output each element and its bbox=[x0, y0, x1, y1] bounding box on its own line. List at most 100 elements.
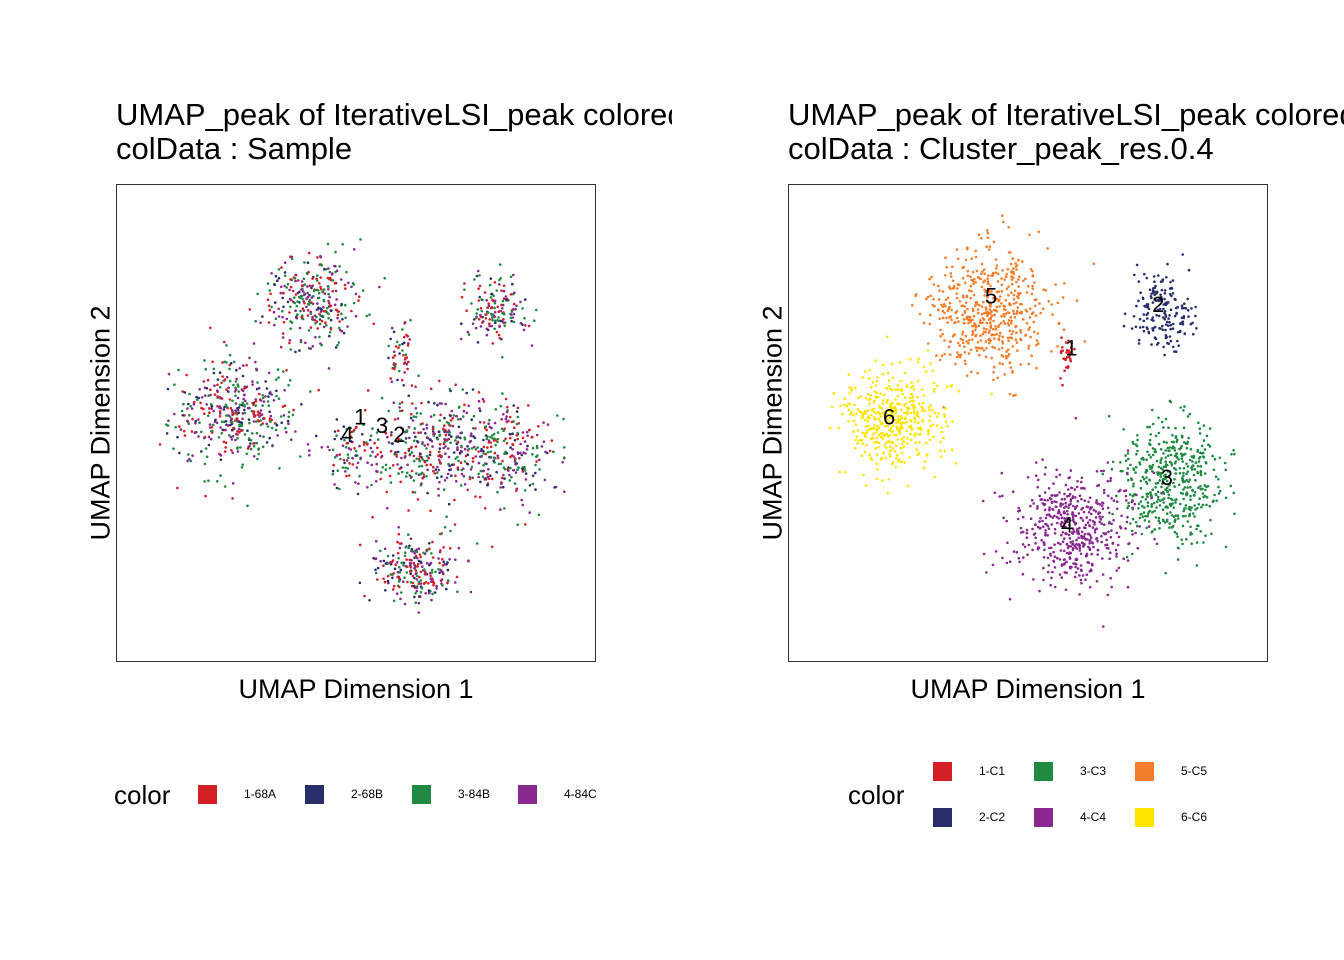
scatter-point bbox=[917, 451, 921, 455]
scatter-point bbox=[1168, 522, 1171, 525]
scatter-point bbox=[896, 428, 900, 432]
scatter-point bbox=[289, 438, 293, 441]
scatter-point bbox=[873, 441, 877, 444]
scatter-point bbox=[1096, 548, 1100, 552]
scatter-point bbox=[414, 554, 418, 558]
scatter-point bbox=[1164, 334, 1168, 337]
scatter-point bbox=[1068, 476, 1071, 479]
scatter-point bbox=[1041, 458, 1044, 461]
scatter-point bbox=[951, 287, 955, 290]
scatter-point bbox=[491, 342, 495, 345]
scatter-point bbox=[412, 459, 416, 463]
scatter-point bbox=[497, 462, 501, 466]
scatter-point bbox=[232, 360, 236, 364]
scatter-point bbox=[1167, 496, 1170, 500]
scatter-point bbox=[413, 552, 416, 555]
scatter-point bbox=[909, 386, 913, 389]
scatter-point bbox=[1053, 543, 1056, 546]
scatter-point bbox=[374, 480, 378, 483]
scatter-point bbox=[1182, 467, 1186, 470]
scatter-point bbox=[410, 384, 414, 387]
scatter-point bbox=[985, 321, 989, 325]
scatter-point bbox=[374, 539, 378, 543]
scatter-point bbox=[966, 274, 970, 278]
scatter-point bbox=[432, 583, 435, 587]
scatter-point bbox=[1039, 311, 1042, 315]
scatter-point bbox=[917, 357, 920, 361]
scatter-point bbox=[230, 438, 234, 441]
scatter-point bbox=[1162, 481, 1165, 484]
scatter-point bbox=[459, 436, 462, 440]
scatter-point bbox=[1052, 550, 1055, 554]
scatter-point bbox=[1015, 312, 1018, 315]
scatter-point bbox=[349, 440, 353, 443]
scatter-point bbox=[1001, 556, 1004, 560]
scatter-point bbox=[1093, 521, 1096, 524]
scatter-point bbox=[428, 542, 431, 545]
scatter-point bbox=[287, 410, 291, 414]
scatter-point bbox=[307, 329, 311, 332]
scatter-point bbox=[327, 316, 330, 320]
scatter-point bbox=[1055, 515, 1059, 519]
scatter-point bbox=[266, 425, 270, 428]
scatter-point bbox=[1156, 473, 1160, 476]
scatter-point bbox=[406, 367, 409, 371]
scatter-point bbox=[393, 567, 397, 571]
scatter-point bbox=[392, 350, 396, 354]
scatter-point bbox=[1109, 535, 1113, 539]
scatter-point bbox=[236, 450, 240, 453]
scatter-point bbox=[1145, 276, 1149, 280]
scatter-point bbox=[509, 446, 512, 449]
scatter-point bbox=[955, 355, 959, 359]
scatter-point bbox=[407, 394, 411, 397]
scatter-point bbox=[966, 247, 969, 251]
scatter-point bbox=[1157, 516, 1161, 520]
scatter-point bbox=[509, 455, 512, 459]
scatter-point bbox=[1047, 564, 1051, 567]
scatter-point bbox=[1008, 392, 1012, 396]
scatter-point bbox=[243, 403, 246, 407]
scatter-point bbox=[922, 394, 925, 397]
scatter-point bbox=[1024, 308, 1028, 312]
scatter-point bbox=[269, 292, 272, 296]
scatter-point bbox=[898, 361, 902, 364]
scatter-point bbox=[958, 344, 961, 347]
scatter-point bbox=[1051, 570, 1054, 574]
scatter-point bbox=[333, 430, 337, 433]
scatter-point bbox=[428, 563, 431, 567]
scatter-point bbox=[232, 412, 235, 416]
scatter-point bbox=[1131, 533, 1134, 536]
scatter-point bbox=[1195, 327, 1198, 330]
scatter-point bbox=[1055, 468, 1058, 472]
scatter-point bbox=[1100, 540, 1103, 544]
scatter-point bbox=[1162, 501, 1165, 504]
scatter-point bbox=[240, 429, 243, 433]
scatter-point bbox=[1135, 493, 1138, 497]
scatter-point bbox=[1040, 498, 1044, 501]
scatter-point bbox=[256, 292, 259, 296]
scatter-point bbox=[499, 404, 503, 408]
scatter-point bbox=[1139, 479, 1143, 483]
scatter-point bbox=[471, 456, 475, 460]
scatter-point bbox=[1143, 506, 1146, 509]
scatter-point bbox=[227, 424, 230, 427]
scatter-point bbox=[430, 439, 434, 443]
scatter-point bbox=[1161, 324, 1164, 328]
scatter-point bbox=[1122, 428, 1125, 431]
scatter-point bbox=[487, 441, 491, 444]
scatter-point bbox=[961, 313, 964, 317]
scatter-point bbox=[343, 283, 347, 287]
scatter-point bbox=[896, 384, 900, 387]
scatter-point bbox=[1059, 549, 1063, 552]
scatter-point bbox=[251, 380, 254, 383]
scatter-point bbox=[515, 422, 519, 426]
scatter-point bbox=[1181, 460, 1184, 463]
scatter-point bbox=[236, 396, 240, 400]
scatter-point bbox=[235, 377, 238, 381]
scatter-point bbox=[264, 380, 267, 383]
scatter-point bbox=[459, 461, 463, 465]
scatter-point bbox=[935, 424, 939, 427]
scatter-point bbox=[234, 432, 238, 436]
scatter-point bbox=[289, 327, 292, 330]
scatter-point bbox=[393, 453, 396, 456]
